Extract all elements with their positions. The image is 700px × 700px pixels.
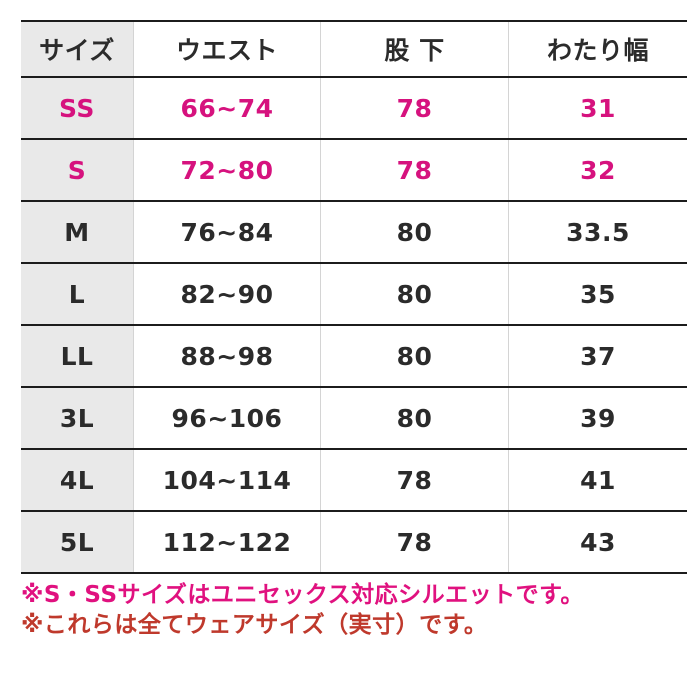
header-inseam: 股 下 xyxy=(320,22,508,76)
cell-inseam: 80 xyxy=(320,326,508,386)
cell-watari: 31 xyxy=(508,78,687,138)
cell-watari: 39 xyxy=(508,388,687,448)
cell-waist: 96~106 xyxy=(133,388,320,448)
table-header-row: サイズ ウエスト 股 下 わたり幅 xyxy=(21,22,687,78)
table-row-m: M 76~84 80 33.5 xyxy=(21,202,687,264)
table-row-ss: SS 66~74 78 31 xyxy=(21,78,687,140)
cell-watari: 37 xyxy=(508,326,687,386)
cell-inseam: 78 xyxy=(320,450,508,510)
cell-waist: 76~84 xyxy=(133,202,320,262)
cell-inseam: 78 xyxy=(320,78,508,138)
table-row-5l: 5L 112~122 78 43 xyxy=(21,512,687,574)
cell-inseam: 80 xyxy=(320,202,508,262)
cell-inseam: 80 xyxy=(320,388,508,448)
cell-size: LL xyxy=(21,326,133,386)
cell-waist: 88~98 xyxy=(133,326,320,386)
cell-size: L xyxy=(21,264,133,324)
header-watari: わたり幅 xyxy=(508,22,687,76)
cell-watari: 43 xyxy=(508,512,687,572)
note-unisex-silhouette: ※S・SSサイズはユニセックス対応シルエットです。 xyxy=(21,582,584,608)
cell-size: 4L xyxy=(21,450,133,510)
cell-waist: 72~80 xyxy=(133,140,320,200)
table-row-l: L 82~90 80 35 xyxy=(21,264,687,326)
size-table: サイズ ウエスト 股 下 わたり幅 SS 66~74 78 31 S 72~80… xyxy=(21,20,687,574)
table-row-ll: LL 88~98 80 37 xyxy=(21,326,687,388)
note-actual-size: ※これらは全てウェアサイズ（実寸）です。 xyxy=(21,612,488,638)
cell-watari: 41 xyxy=(508,450,687,510)
cell-size: 5L xyxy=(21,512,133,572)
cell-inseam: 78 xyxy=(320,140,508,200)
footnotes: ※S・SSサイズはユニセックス対応シルエットです。 ※これらは全てウェアサイズ（… xyxy=(21,580,681,640)
header-waist: ウエスト xyxy=(133,22,320,76)
cell-inseam: 80 xyxy=(320,264,508,324)
cell-waist: 66~74 xyxy=(133,78,320,138)
cell-size: SS xyxy=(21,78,133,138)
cell-watari: 33.5 xyxy=(508,202,687,262)
table-row-3l: 3L 96~106 80 39 xyxy=(21,388,687,450)
cell-waist: 82~90 xyxy=(133,264,320,324)
cell-watari: 35 xyxy=(508,264,687,324)
cell-size: M xyxy=(21,202,133,262)
header-size: サイズ xyxy=(21,22,133,76)
cell-watari: 32 xyxy=(508,140,687,200)
cell-size: S xyxy=(21,140,133,200)
cell-waist: 112~122 xyxy=(133,512,320,572)
table-row-4l: 4L 104~114 78 41 xyxy=(21,450,687,512)
cell-size: 3L xyxy=(21,388,133,448)
cell-inseam: 78 xyxy=(320,512,508,572)
table-row-s: S 72~80 78 32 xyxy=(21,140,687,202)
cell-waist: 104~114 xyxy=(133,450,320,510)
